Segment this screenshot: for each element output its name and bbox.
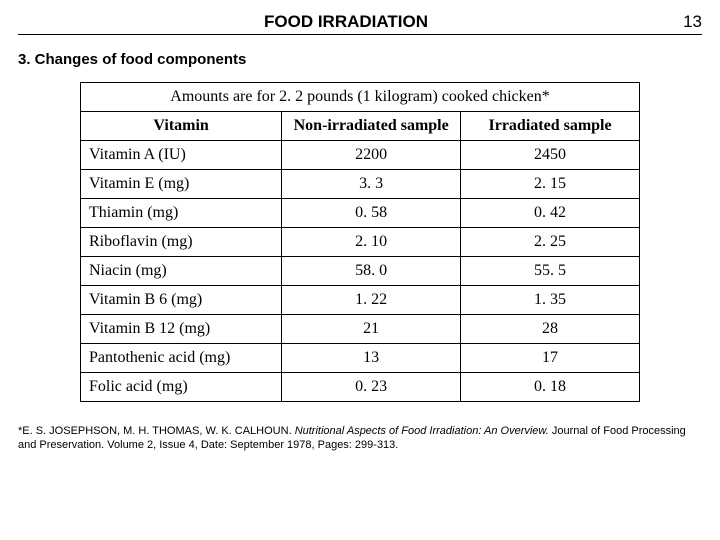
page-header: FOOD IRRADIATION 13 <box>18 12 702 35</box>
cell-vitamin: Thiamin (mg) <box>81 199 282 228</box>
table-row: Thiamin (mg)0. 580. 42 <box>81 199 640 228</box>
table-row: Vitamin B 12 (mg)2128 <box>81 315 640 344</box>
table-row: Folic acid (mg)0. 230. 18 <box>81 373 640 402</box>
cell-vitamin: Riboflavin (mg) <box>81 228 282 257</box>
cell-vitamin: Vitamin E (mg) <box>81 170 282 199</box>
table-header-row: Vitamin Non-irradiated sample Irradiated… <box>81 112 640 141</box>
cell-vitamin: Vitamin B 12 (mg) <box>81 315 282 344</box>
col-header-nonirradiated: Non-irradiated sample <box>282 112 461 141</box>
vitamin-table: Amounts are for 2. 2 pounds (1 kilogram)… <box>80 82 640 402</box>
page-number: 13 <box>674 12 702 32</box>
cell-nonirradiated: 2. 10 <box>282 228 461 257</box>
table-body: Vitamin A (IU)22002450Vitamin E (mg)3. 3… <box>81 141 640 402</box>
table-caption: Amounts are for 2. 2 pounds (1 kilogram)… <box>81 83 640 112</box>
cell-vitamin: Folic acid (mg) <box>81 373 282 402</box>
table-row: Riboflavin (mg)2. 102. 25 <box>81 228 640 257</box>
table-row: Pantothenic acid (mg)1317 <box>81 344 640 373</box>
cell-nonirradiated: 0. 58 <box>282 199 461 228</box>
cell-irradiated: 17 <box>461 344 640 373</box>
cell-nonirradiated: 2200 <box>282 141 461 170</box>
cell-nonirradiated: 1. 22 <box>282 286 461 315</box>
cell-vitamin: Vitamin A (IU) <box>81 141 282 170</box>
cell-nonirradiated: 21 <box>282 315 461 344</box>
cell-irradiated: 1. 35 <box>461 286 640 315</box>
footnote: *E. S. JOSEPHSON, M. H. THOMAS, W. K. CA… <box>18 424 702 453</box>
cell-irradiated: 2. 25 <box>461 228 640 257</box>
table-row: Vitamin B 6 (mg)1. 221. 35 <box>81 286 640 315</box>
cell-vitamin: Pantothenic acid (mg) <box>81 344 282 373</box>
table-caption-row: Amounts are for 2. 2 pounds (1 kilogram)… <box>81 83 640 112</box>
table-container: Amounts are for 2. 2 pounds (1 kilogram)… <box>80 82 640 402</box>
table-row: Niacin (mg)58. 055. 5 <box>81 257 640 286</box>
col-header-vitamin: Vitamin <box>81 112 282 141</box>
cell-nonirradiated: 13 <box>282 344 461 373</box>
cell-vitamin: Niacin (mg) <box>81 257 282 286</box>
cell-irradiated: 55. 5 <box>461 257 640 286</box>
cell-irradiated: 2450 <box>461 141 640 170</box>
cell-vitamin: Vitamin B 6 (mg) <box>81 286 282 315</box>
cell-irradiated: 2. 15 <box>461 170 640 199</box>
table-row: Vitamin E (mg)3. 32. 15 <box>81 170 640 199</box>
col-header-irradiated: Irradiated sample <box>461 112 640 141</box>
footnote-authors: *E. S. JOSEPHSON, M. H. THOMAS, W. K. CA… <box>18 425 295 437</box>
table-row: Vitamin A (IU)22002450 <box>81 141 640 170</box>
cell-irradiated: 0. 18 <box>461 373 640 402</box>
cell-nonirradiated: 3. 3 <box>282 170 461 199</box>
cell-irradiated: 28 <box>461 315 640 344</box>
page-title: FOOD IRRADIATION <box>18 12 674 32</box>
cell-nonirradiated: 58. 0 <box>282 257 461 286</box>
section-title: 3. Changes of food components <box>18 51 702 68</box>
cell-irradiated: 0. 42 <box>461 199 640 228</box>
cell-nonirradiated: 0. 23 <box>282 373 461 402</box>
footnote-title: Nutritional Aspects of Food Irradiation:… <box>295 425 549 437</box>
